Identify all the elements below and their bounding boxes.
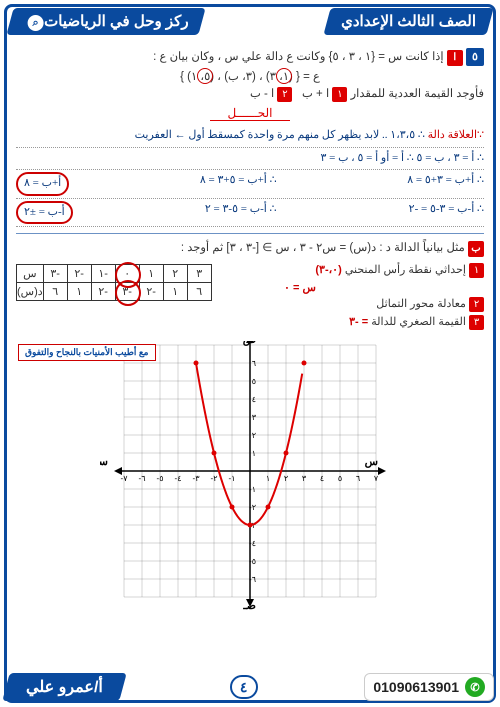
- phone-number: 01090613901: [373, 679, 459, 695]
- author-badge: أ/عمرو علي: [2, 673, 126, 701]
- header: الصف الثالث الإعدادي ركز وحل في الرياضيا…: [0, 0, 500, 39]
- grade-badge: الصف الثالث الإعدادي: [323, 8, 493, 35]
- page-number: ٤: [230, 675, 258, 699]
- footer: ✆ 01090613901 ٤ أ/عمرو علي: [6, 673, 494, 701]
- wish-box: مع أطيب الأمنيات بالنجاح والتفوق: [18, 344, 156, 361]
- separator: [16, 233, 484, 234]
- title-badge: ركز وحل في الرياضيات⌕: [6, 8, 206, 35]
- phone-icon: ✆: [465, 677, 485, 697]
- search-icon: ⌕: [28, 15, 44, 31]
- phone-box: ✆ 01090613901: [364, 673, 494, 701]
